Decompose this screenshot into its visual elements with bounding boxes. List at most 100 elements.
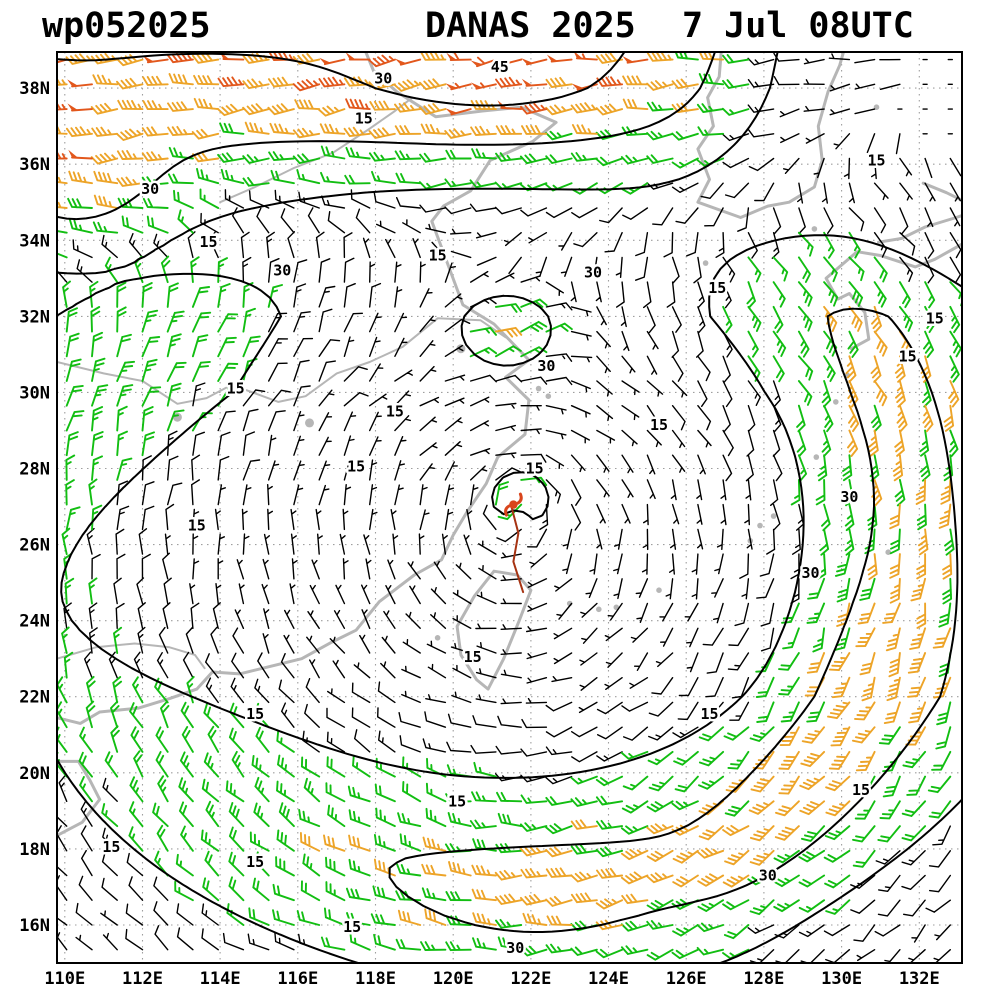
isotach-label-30: 30 [759, 867, 777, 885]
isotach-contours [57, 52, 962, 963]
isotach-label-30: 30 [141, 180, 159, 198]
typhoon-symbol-arm-top [516, 492, 523, 505]
isotach-contour-15 [57, 52, 962, 963]
island [833, 399, 839, 405]
wind-barbs-severe [57, 52, 649, 160]
plot-frame [56, 51, 963, 964]
isotach-label-15: 15 [246, 853, 264, 871]
coastline [877, 214, 962, 244]
isotach-label-30: 30 [840, 488, 858, 506]
lon-axis-label: 130E [821, 969, 862, 989]
lon-axis-label: 126E [666, 969, 707, 989]
coastline [455, 569, 533, 691]
isotach-label-15: 15 [899, 347, 917, 365]
lat-axis-label: 38N [19, 79, 50, 99]
isotach-label-15: 15 [852, 781, 870, 799]
lon-axis-label: 132E [899, 969, 940, 989]
lon-axis-label: 120E [433, 969, 474, 989]
wind-barbs-moderate [57, 52, 962, 961]
isotach-contour-45 [57, 52, 626, 107]
lon-axis-label: 110E [44, 969, 85, 989]
lat-axis-label: 16N [19, 916, 50, 936]
storm-track [510, 505, 525, 594]
isotach-contour-30 [57, 52, 959, 933]
storm-name-title: DANAS 2025 [425, 6, 636, 46]
isotach-label-15: 15 [448, 792, 466, 810]
island [811, 226, 818, 232]
lon-axis-label: 112E [122, 969, 163, 989]
island [757, 522, 763, 529]
lake [305, 418, 314, 428]
island [873, 104, 880, 110]
storm-symbol-layer [504, 492, 525, 594]
lat-axis-label: 18N [19, 840, 50, 860]
isotach-label-15: 15 [347, 458, 365, 476]
isotach-label-15: 15 [199, 233, 217, 251]
isotach-label-15: 15 [526, 460, 544, 478]
isotach-label-15: 15 [227, 380, 245, 398]
isotach-label-45: 45 [491, 58, 509, 76]
lat-axis-label: 24N [19, 612, 50, 632]
lon-axis-label: 116E [277, 969, 318, 989]
coastline [57, 759, 102, 838]
river [57, 317, 507, 405]
wind-barb-field [57, 52, 962, 963]
storm-id-title: wp052025 [42, 6, 211, 46]
lon-axis-label: 118E [355, 969, 396, 989]
lon-axis-label: 122E [510, 969, 551, 989]
isotach-label-15: 15 [700, 705, 718, 723]
lat-axis-label: 26N [19, 536, 50, 556]
isotach-label-15: 15 [464, 648, 482, 666]
island [813, 454, 820, 460]
lat-axis-label: 36N [19, 155, 50, 175]
isotach-label-30: 30 [273, 262, 291, 280]
lat-axis-label: 20N [19, 764, 50, 784]
lon-axis-label: 128E [743, 969, 784, 989]
isotach-label-30: 30 [374, 70, 392, 88]
isotach-label-15: 15 [386, 403, 404, 421]
typhoon-symbol-arm-bottom [504, 504, 511, 517]
coastline [921, 181, 962, 202]
datetime-title: 7 Jul 08UTC [682, 6, 914, 46]
isotach-label-30: 30 [537, 357, 555, 375]
island [545, 393, 552, 400]
isotach-label-15: 15 [867, 151, 885, 169]
island [702, 260, 709, 266]
typhoon-symbol [509, 500, 518, 509]
isotach-label-15: 15 [355, 110, 373, 128]
island [885, 549, 891, 555]
island [656, 587, 662, 593]
island [535, 385, 542, 392]
isotach-label-30: 30 [506, 939, 524, 957]
island [434, 635, 441, 641]
isotach-label-15: 15 [926, 309, 944, 327]
isotach-label-15: 15 [188, 517, 206, 535]
wind-barbs-strong [57, 52, 960, 931]
lat-axis-label: 30N [19, 383, 50, 403]
lon-axis-label: 124E [588, 969, 629, 989]
coastline [824, 242, 962, 351]
river [57, 642, 206, 670]
contour-labels: 45 30 15 30 15 15 30 15 30 15 15 15 30 15 15 15 15 15 30 15… [100, 56, 946, 960]
island [770, 513, 777, 519]
lat-axis-label: 32N [19, 307, 50, 327]
isotach-label-15: 15 [650, 416, 668, 434]
island [596, 606, 602, 613]
lat-axis-label: 28N [19, 460, 50, 480]
isotach-label-30: 30 [584, 264, 602, 282]
lon-axis-label: 114E [200, 969, 241, 989]
coastline [57, 52, 558, 725]
coastlines [57, 52, 962, 838]
isotach-label-15: 15 [246, 705, 264, 723]
isotach-label-30: 30 [801, 564, 819, 582]
isotach-label-15: 15 [102, 838, 120, 856]
isotach-label-15: 15 [429, 247, 447, 265]
axis-labels: 110E 112E 114E 116E 118E 120E 122E 124E 126E 128E… [19, 79, 939, 989]
lat-axis-label: 22N [19, 688, 50, 708]
wind-barbs-calm [57, 52, 962, 963]
isotach-label-15: 15 [708, 279, 726, 297]
isotach-label-15: 15 [343, 918, 361, 936]
lat-axis-label: 34N [19, 231, 50, 251]
